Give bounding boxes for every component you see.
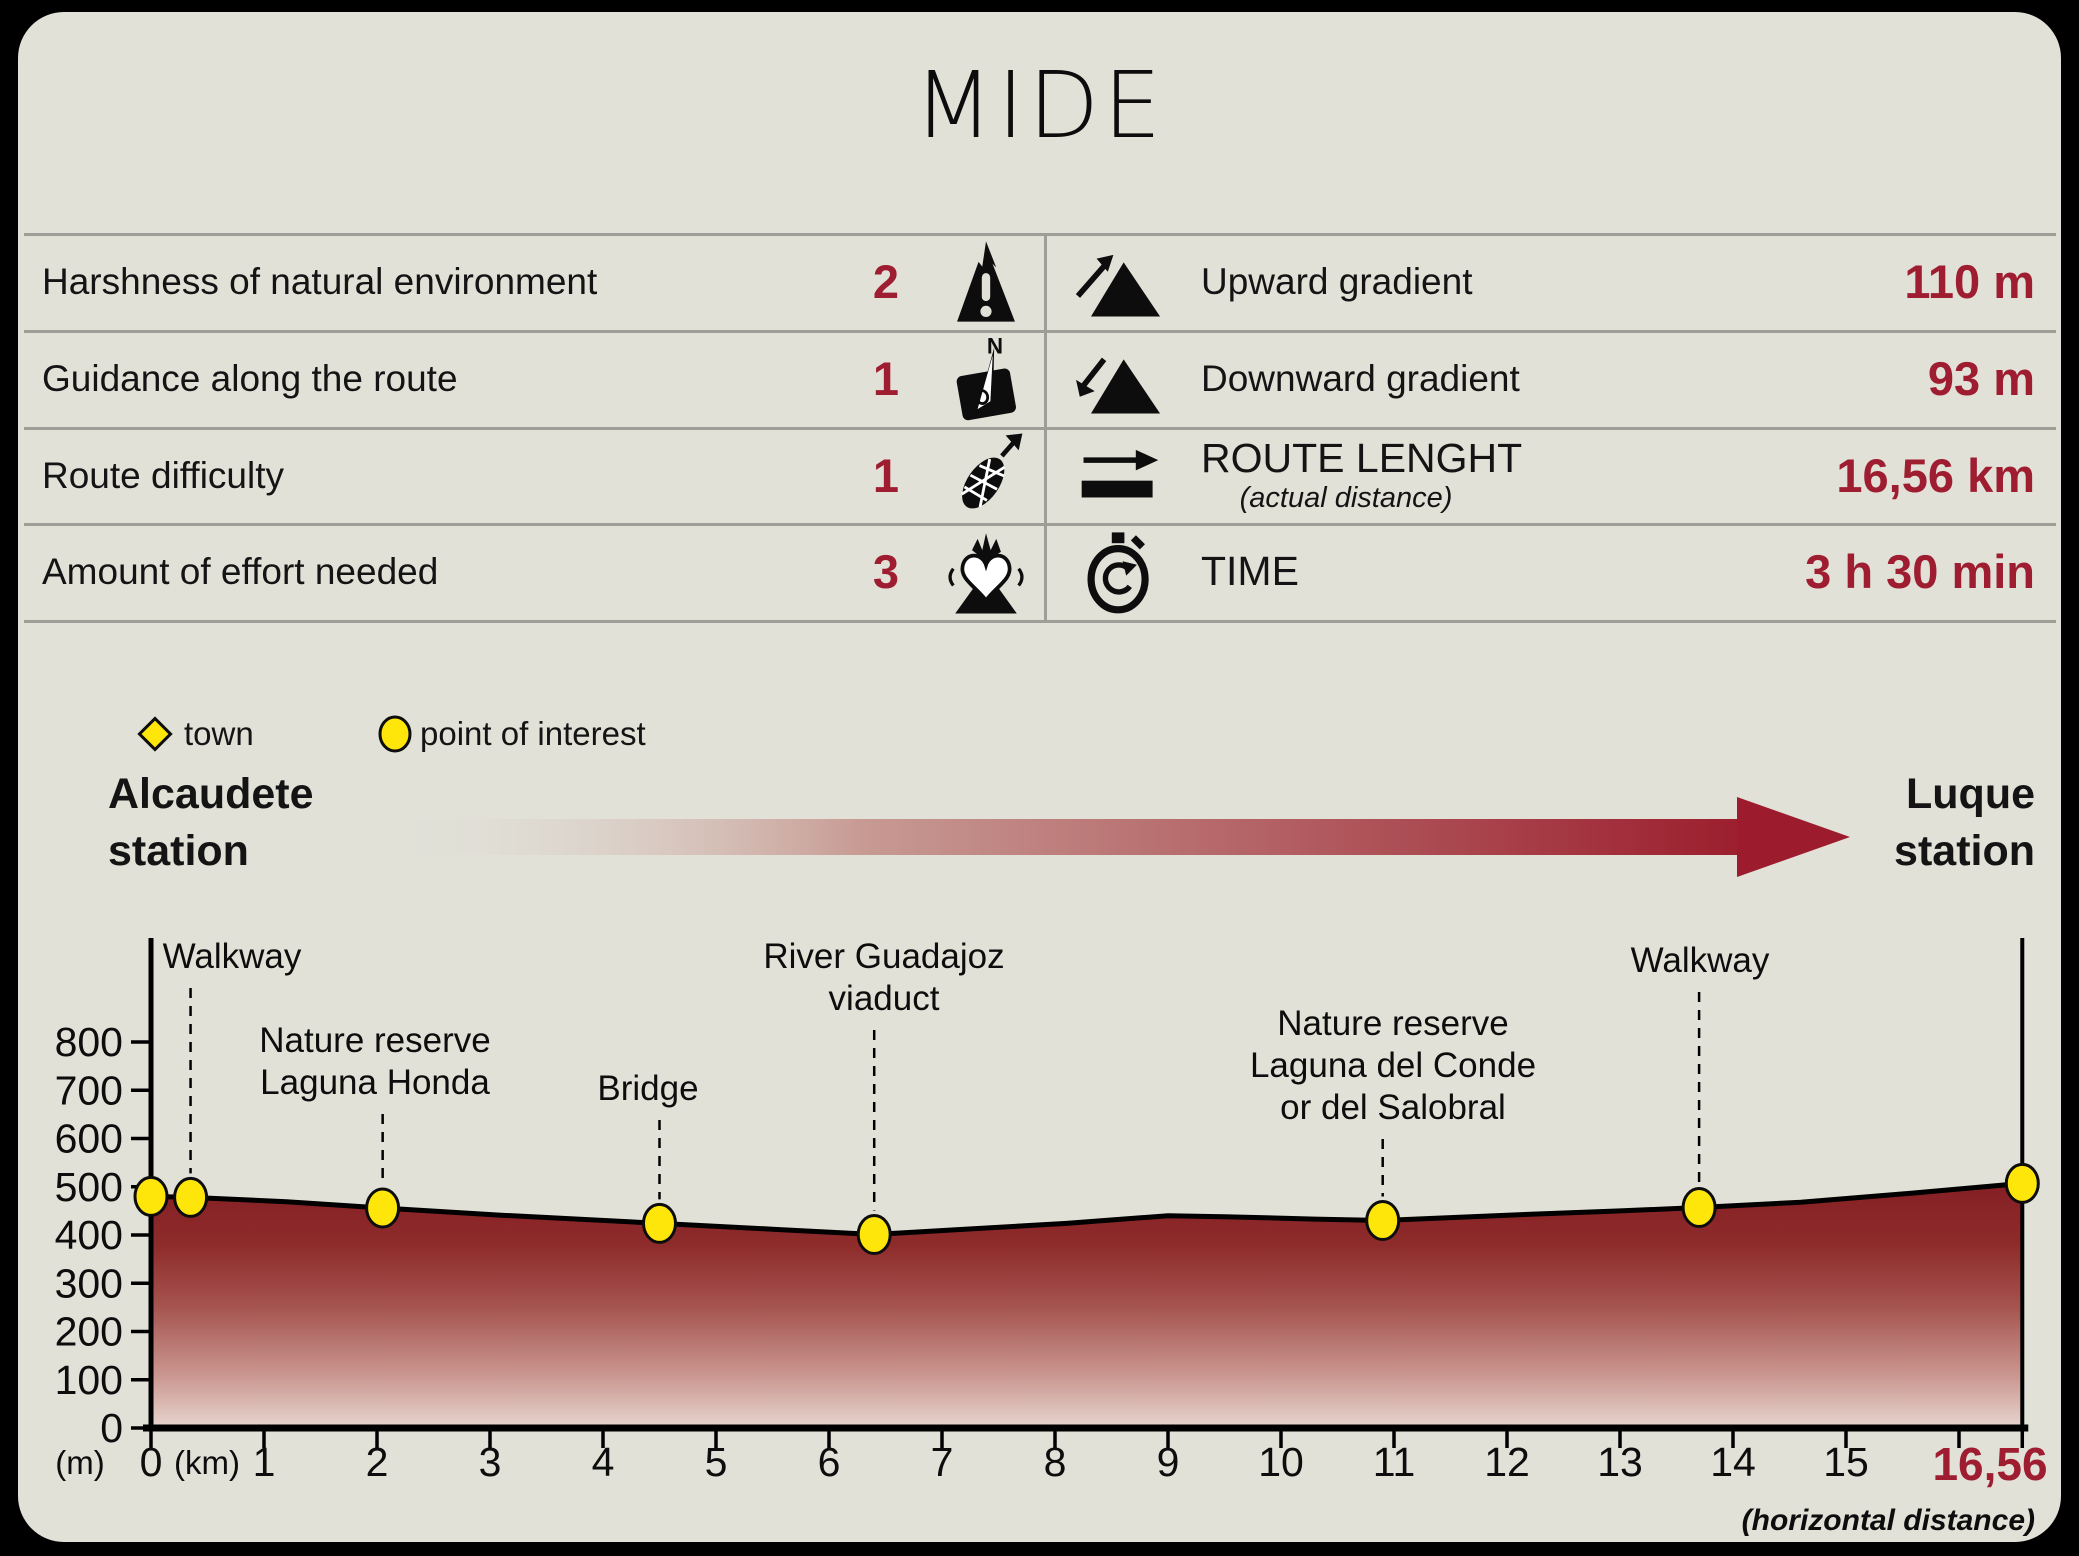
row-value: 16,56 km xyxy=(1836,449,2035,502)
point-of-interest-circle-icon xyxy=(378,715,412,753)
svg-text:700: 700 xyxy=(55,1067,123,1113)
table-row: Harshness of natural environment 2 xyxy=(20,233,1044,330)
svg-text:0: 0 xyxy=(100,1405,123,1451)
svg-text:14: 14 xyxy=(1710,1439,1756,1485)
end-station-label: Luque station xyxy=(1894,770,2035,875)
svg-text:11: 11 xyxy=(1373,1439,1416,1485)
route-direction-arrow xyxy=(392,797,1850,877)
svg-text:3: 3 xyxy=(479,1439,502,1485)
row-value: 3 h 30 min xyxy=(1805,545,2035,598)
stopwatch-icon xyxy=(1061,526,1177,618)
svg-text:Walkway: Walkway xyxy=(163,937,302,976)
legend-town-label: town xyxy=(184,715,254,752)
table-border-top xyxy=(24,233,2056,236)
svg-text:300: 300 xyxy=(55,1260,123,1306)
svg-text:5: 5 xyxy=(705,1439,728,1485)
town-diamond-icon xyxy=(137,716,173,752)
svg-text:9: 9 xyxy=(1157,1439,1180,1485)
svg-text:10: 10 xyxy=(1258,1439,1304,1485)
row-label: Downward gradient xyxy=(1201,357,1520,399)
table-row: Downward gradient 93 m xyxy=(1047,330,2057,427)
svg-text:N: N xyxy=(987,334,1003,358)
table-row: Guidance along the route 1 N xyxy=(20,330,1044,427)
table-row-divider xyxy=(24,330,2056,333)
table-border-bottom xyxy=(24,620,2056,623)
row-label-main: ROUTE LENGHT xyxy=(1201,435,1523,481)
legend-poi-label: point of interest xyxy=(420,715,646,752)
heart-effort-icon xyxy=(928,527,1044,617)
route-length-arrow-icon xyxy=(1061,434,1177,518)
table-row: Route difficulty 1 xyxy=(20,427,1044,524)
footprint-icon xyxy=(928,431,1044,521)
row-label: ROUTE LENGHT (actual distance) xyxy=(1177,435,1836,516)
svg-text:15: 15 xyxy=(1823,1439,1869,1485)
svg-text:(horizontal distance): (horizontal distance) xyxy=(1742,1504,2035,1537)
row-rating-value: 2 xyxy=(872,255,900,308)
row-value: 110 m xyxy=(1904,255,2035,308)
svg-text:13: 13 xyxy=(1597,1439,1643,1485)
row-rating-value: 1 xyxy=(872,449,900,502)
row-label: Guidance along the route xyxy=(42,357,458,399)
table-row-divider xyxy=(24,427,2056,430)
start-station-label: Alcaudete station xyxy=(108,770,314,875)
svg-text:200: 200 xyxy=(55,1309,123,1355)
row-label: Amount of effort needed xyxy=(42,550,439,592)
row-value: 93 m xyxy=(1927,352,2035,405)
table-row: Amount of effort needed 3 xyxy=(20,523,1044,620)
svg-text:800: 800 xyxy=(55,1019,123,1065)
row-label: Harshness of natural environment xyxy=(42,260,598,302)
table-row: Upward gradient 110 m xyxy=(1047,233,2057,330)
row-label-main: TIME xyxy=(1201,548,1299,594)
svg-text:100: 100 xyxy=(55,1357,123,1403)
svg-text:500: 500 xyxy=(55,1164,123,1210)
compass-icon: N xyxy=(928,334,1044,424)
svg-text:6: 6 xyxy=(818,1439,841,1485)
svg-text:(km): (km) xyxy=(174,1444,240,1481)
svg-text:Bridge: Bridge xyxy=(597,1069,698,1108)
row-label: Route difficulty xyxy=(42,454,284,496)
table-row: ROUTE LENGHT (actual distance) 16,56 km xyxy=(1047,427,2057,524)
mountain-warning-icon xyxy=(928,237,1044,327)
svg-text:400: 400 xyxy=(55,1212,123,1258)
svg-text:0: 0 xyxy=(140,1439,163,1485)
row-rating-value: 1 xyxy=(872,352,900,405)
mountain-up-arrow-icon xyxy=(1061,240,1177,324)
table-column-divider xyxy=(1044,233,1047,620)
page-title: MIDE xyxy=(913,52,1166,159)
mountain-down-arrow-icon xyxy=(1061,337,1177,421)
svg-text:(m): (m) xyxy=(55,1444,104,1481)
svg-text:12: 12 xyxy=(1484,1439,1530,1485)
svg-text:1: 1 xyxy=(253,1439,276,1485)
svg-text:600: 600 xyxy=(55,1116,123,1162)
table-row: TIME 3 h 30 min xyxy=(1047,523,2057,620)
svg-text:8: 8 xyxy=(1044,1439,1067,1485)
row-rating-value: 3 xyxy=(872,545,900,598)
svg-text:Walkway: Walkway xyxy=(1631,941,1770,980)
svg-text:4: 4 xyxy=(592,1439,615,1485)
row-label: TIME xyxy=(1177,548,1805,595)
svg-text:2: 2 xyxy=(366,1439,389,1485)
svg-text:7: 7 xyxy=(931,1439,954,1485)
row-label-sub: (actual distance) xyxy=(1239,482,1453,514)
row-label: Upward gradient xyxy=(1201,260,1473,302)
svg-text:16,56: 16,56 xyxy=(1932,1438,2047,1490)
table-row-divider xyxy=(24,523,2056,526)
